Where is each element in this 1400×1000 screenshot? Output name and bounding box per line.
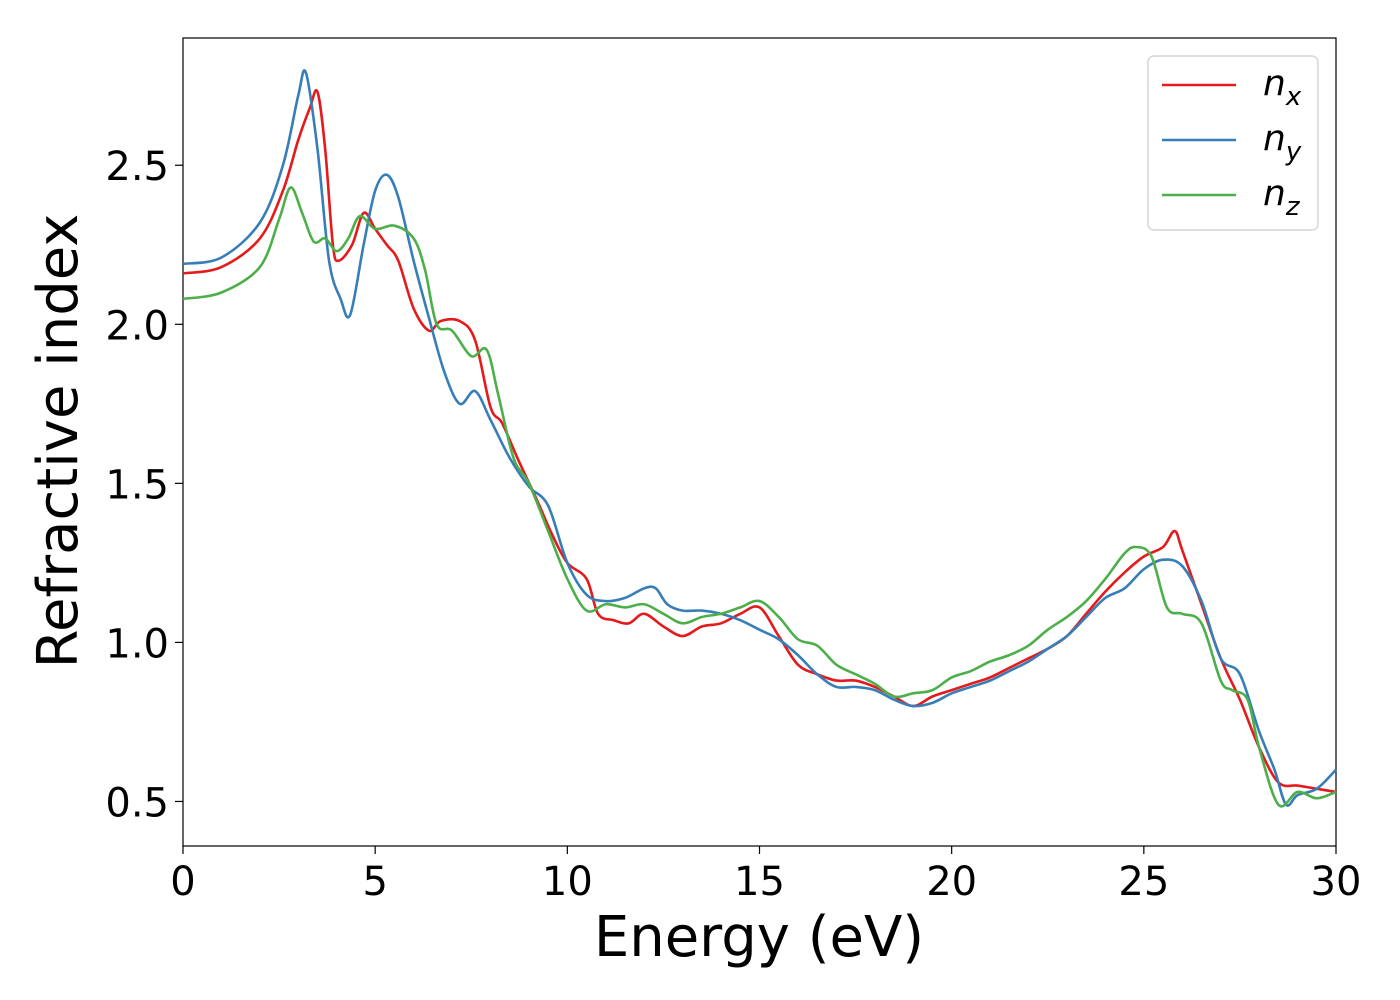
y-tick-label: 0.5 (105, 780, 169, 826)
x-tick-label: 15 (734, 859, 785, 905)
x-tick-label: 25 (1118, 859, 1169, 905)
x-tick-label: 5 (362, 859, 387, 905)
x-tick-label: 20 (926, 859, 977, 905)
series-layer (182, 69, 1337, 808)
legend-entry-x: nx (1263, 63, 1302, 112)
x-tick-label: 0 (170, 859, 195, 905)
legend-box (1147, 55, 1319, 231)
y-tick-label: 2.5 (105, 144, 169, 190)
legend-entry-y: ny (1263, 118, 1302, 167)
y-tick-label: 1.0 (105, 621, 169, 667)
y-axis-label: Refractive index (26, 214, 91, 669)
y-axis-ticks: 0.5 1.0 1.5 2.0 2.5 (105, 144, 183, 826)
legend-entry-z: nz (1263, 173, 1301, 222)
x-axis-label: Energy (eV) (594, 905, 924, 970)
x-tick-label: 10 (542, 859, 593, 905)
y-tick-label: 1.5 (105, 462, 169, 508)
series-line-z (182, 186, 1337, 808)
y-tick-label: 2.0 (105, 303, 169, 349)
x-tick-label: 30 (1311, 859, 1362, 905)
x-axis-ticks: 0 5 10 15 20 25 30 (170, 846, 1361, 905)
legend: nx ny nz (1147, 55, 1319, 231)
series-line-x (182, 89, 1337, 794)
